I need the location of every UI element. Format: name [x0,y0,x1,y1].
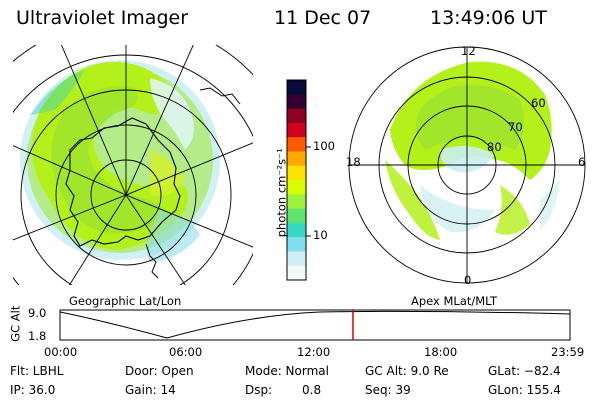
colorbar-swatch [287,222,306,238]
magnetic-polar-plot [348,46,586,284]
seq-info: Seq: 39 [365,383,411,397]
colorbar-swatch [287,137,306,153]
mlat-label-60: 60 [531,96,546,110]
mode-info: Mode: Normal [245,364,329,378]
colorbar-label-10: 10 [313,228,328,242]
instrument-title: Ultraviolet Imager [16,7,189,29]
time-tick-1800: 18:00 [424,345,458,359]
colorbar-swatch [287,108,306,124]
mlat-label-70: 70 [508,120,523,134]
colorbar-label-100: 100 [313,139,335,153]
time-label: 13:49:06 UT [430,7,547,29]
mlt-label-6: 6 [578,155,586,169]
time-tick-0600: 06:00 [169,345,203,359]
mlt-label-12: 12 [461,44,476,58]
colorbar-swatch [287,151,306,167]
altitude-ytick-high: 9.0 [28,306,47,320]
altitude-curve [59,310,571,339]
glat-info: GLat: −82.4 [488,364,561,378]
right-panel-label: Apex MLat/MLT [411,294,498,308]
time-tick-1200: 12:00 [297,345,331,359]
colorbar-gradient [287,80,306,281]
colorbar [286,79,311,281]
dsp-info: Dsp: [245,383,273,397]
colorbar-swatch [287,180,306,195]
time-tick-2359: 23:59 [551,345,585,359]
colorbar-swatch [287,251,306,267]
colorbar-swatch [287,122,306,138]
left-panel-label: Geographic Lat/Lon [69,294,182,308]
geographic-map [13,45,253,285]
gc-alt-info: GC Alt: 9.0 Re [365,364,449,378]
door-info: Door: Open [125,364,194,378]
altitude-plot-frame [59,309,571,341]
colorbar-frame [286,79,307,281]
mlt-axes [349,47,585,283]
mlt-label-0: 0 [464,273,472,287]
colorbar-swatch [287,237,306,253]
colorbar-swatch [287,80,306,95]
latlon-grid [13,45,253,285]
colorbar-swatch [287,194,306,210]
antarctica-coastline [65,117,181,247]
colorbar-swatch [287,165,306,181]
altitude-ytick-low: 1.8 [28,329,47,343]
mlt-label-18: 18 [346,155,361,169]
time-tick-0000: 00:00 [44,345,78,359]
ip-info: IP: 36.0 [10,383,56,397]
colorbar-swatch [287,208,306,224]
mlat-label-80: 80 [487,140,502,154]
altitude-plot [59,309,571,341]
filter-info: Flt: LBHL [10,364,64,378]
colorbar-swatch [287,94,306,110]
colorbar-unit-label: photon cm⁻²s⁻¹ [274,148,289,238]
gain-info: Gain: 14 [125,383,176,397]
glon-info: GLon: 155.4 [488,383,561,397]
coast-fragment [199,87,241,105]
altitude-ylabel: GC Alt [8,305,23,342]
date-label: 11 Dec 07 [274,7,372,29]
dsp-value: 0.8 [302,383,322,397]
colorbar-swatch [287,265,306,281]
peninsula-coastline [145,243,159,279]
